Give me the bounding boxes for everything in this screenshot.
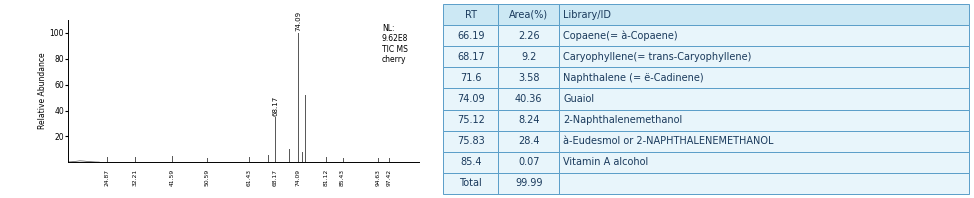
Text: 61.43: 61.43	[246, 169, 251, 186]
Text: 85.43: 85.43	[340, 169, 345, 186]
Text: à-Eudesmol or 2-NAPHTHALENEMETHANOL: à-Eudesmol or 2-NAPHTHALENEMETHANOL	[563, 136, 773, 146]
Text: 75.83: 75.83	[457, 136, 485, 146]
Text: 75.12: 75.12	[457, 115, 485, 125]
Text: Caryophyllene(= trans-Caryophyllene): Caryophyllene(= trans-Caryophyllene)	[563, 52, 752, 62]
FancyBboxPatch shape	[443, 89, 499, 109]
Text: 68.17: 68.17	[273, 95, 279, 116]
FancyBboxPatch shape	[559, 109, 969, 131]
FancyBboxPatch shape	[559, 173, 969, 194]
Text: 74.09: 74.09	[457, 94, 485, 104]
FancyBboxPatch shape	[443, 173, 499, 194]
FancyBboxPatch shape	[559, 152, 969, 173]
Text: 0.07: 0.07	[518, 157, 540, 167]
FancyBboxPatch shape	[499, 152, 559, 173]
Text: 32.21: 32.21	[132, 169, 137, 186]
Text: 97.42: 97.42	[387, 169, 392, 186]
FancyBboxPatch shape	[559, 131, 969, 152]
FancyBboxPatch shape	[443, 25, 499, 46]
Text: Library/ID: Library/ID	[563, 10, 611, 20]
FancyBboxPatch shape	[499, 67, 559, 89]
Text: Total: Total	[460, 178, 482, 188]
Text: Copaene(= à-Copaene): Copaene(= à-Copaene)	[563, 30, 678, 41]
Text: 3.58: 3.58	[518, 73, 540, 83]
Text: 94.63: 94.63	[376, 169, 381, 186]
Text: 41.59: 41.59	[169, 169, 174, 186]
Text: 9.2: 9.2	[521, 52, 537, 62]
Text: 66.19: 66.19	[457, 31, 484, 41]
Y-axis label: Relative Abundance: Relative Abundance	[38, 53, 47, 129]
Text: 50.59: 50.59	[205, 169, 209, 186]
FancyBboxPatch shape	[499, 173, 559, 194]
FancyBboxPatch shape	[443, 152, 499, 173]
Text: 74.09: 74.09	[296, 169, 301, 186]
Text: 99.99: 99.99	[515, 178, 543, 188]
FancyBboxPatch shape	[443, 131, 499, 152]
Text: 2.26: 2.26	[518, 31, 540, 41]
Text: 85.4: 85.4	[460, 157, 481, 167]
FancyBboxPatch shape	[499, 109, 559, 131]
Text: Vitamin A alcohol: Vitamin A alcohol	[563, 157, 649, 167]
Text: 8.24: 8.24	[518, 115, 540, 125]
Text: Naphthalene (= ë-Cadinene): Naphthalene (= ë-Cadinene)	[563, 73, 703, 83]
Text: NL:
9.62E8
TIC MS
cherry: NL: 9.62E8 TIC MS cherry	[382, 24, 408, 64]
FancyBboxPatch shape	[443, 46, 499, 67]
Text: 68.17: 68.17	[457, 52, 485, 62]
FancyBboxPatch shape	[499, 25, 559, 46]
Text: 68.17: 68.17	[273, 169, 278, 186]
FancyBboxPatch shape	[559, 89, 969, 109]
Text: 40.36: 40.36	[515, 94, 543, 104]
Text: 2-Naphthalenemethanol: 2-Naphthalenemethanol	[563, 115, 683, 125]
Text: Area(%): Area(%)	[509, 10, 548, 20]
FancyBboxPatch shape	[499, 46, 559, 67]
FancyBboxPatch shape	[559, 25, 969, 46]
FancyBboxPatch shape	[559, 4, 969, 25]
FancyBboxPatch shape	[443, 109, 499, 131]
FancyBboxPatch shape	[499, 4, 559, 25]
FancyBboxPatch shape	[443, 4, 499, 25]
FancyBboxPatch shape	[499, 131, 559, 152]
Text: 74.09: 74.09	[295, 11, 301, 31]
Text: 28.4: 28.4	[518, 136, 540, 146]
Text: Guaiol: Guaiol	[563, 94, 594, 104]
FancyBboxPatch shape	[559, 67, 969, 89]
Text: 71.6: 71.6	[460, 73, 481, 83]
Text: 81.12: 81.12	[323, 169, 328, 186]
Text: RT: RT	[465, 10, 477, 20]
FancyBboxPatch shape	[443, 67, 499, 89]
FancyBboxPatch shape	[559, 46, 969, 67]
Text: 24.87: 24.87	[104, 169, 109, 186]
FancyBboxPatch shape	[499, 89, 559, 109]
